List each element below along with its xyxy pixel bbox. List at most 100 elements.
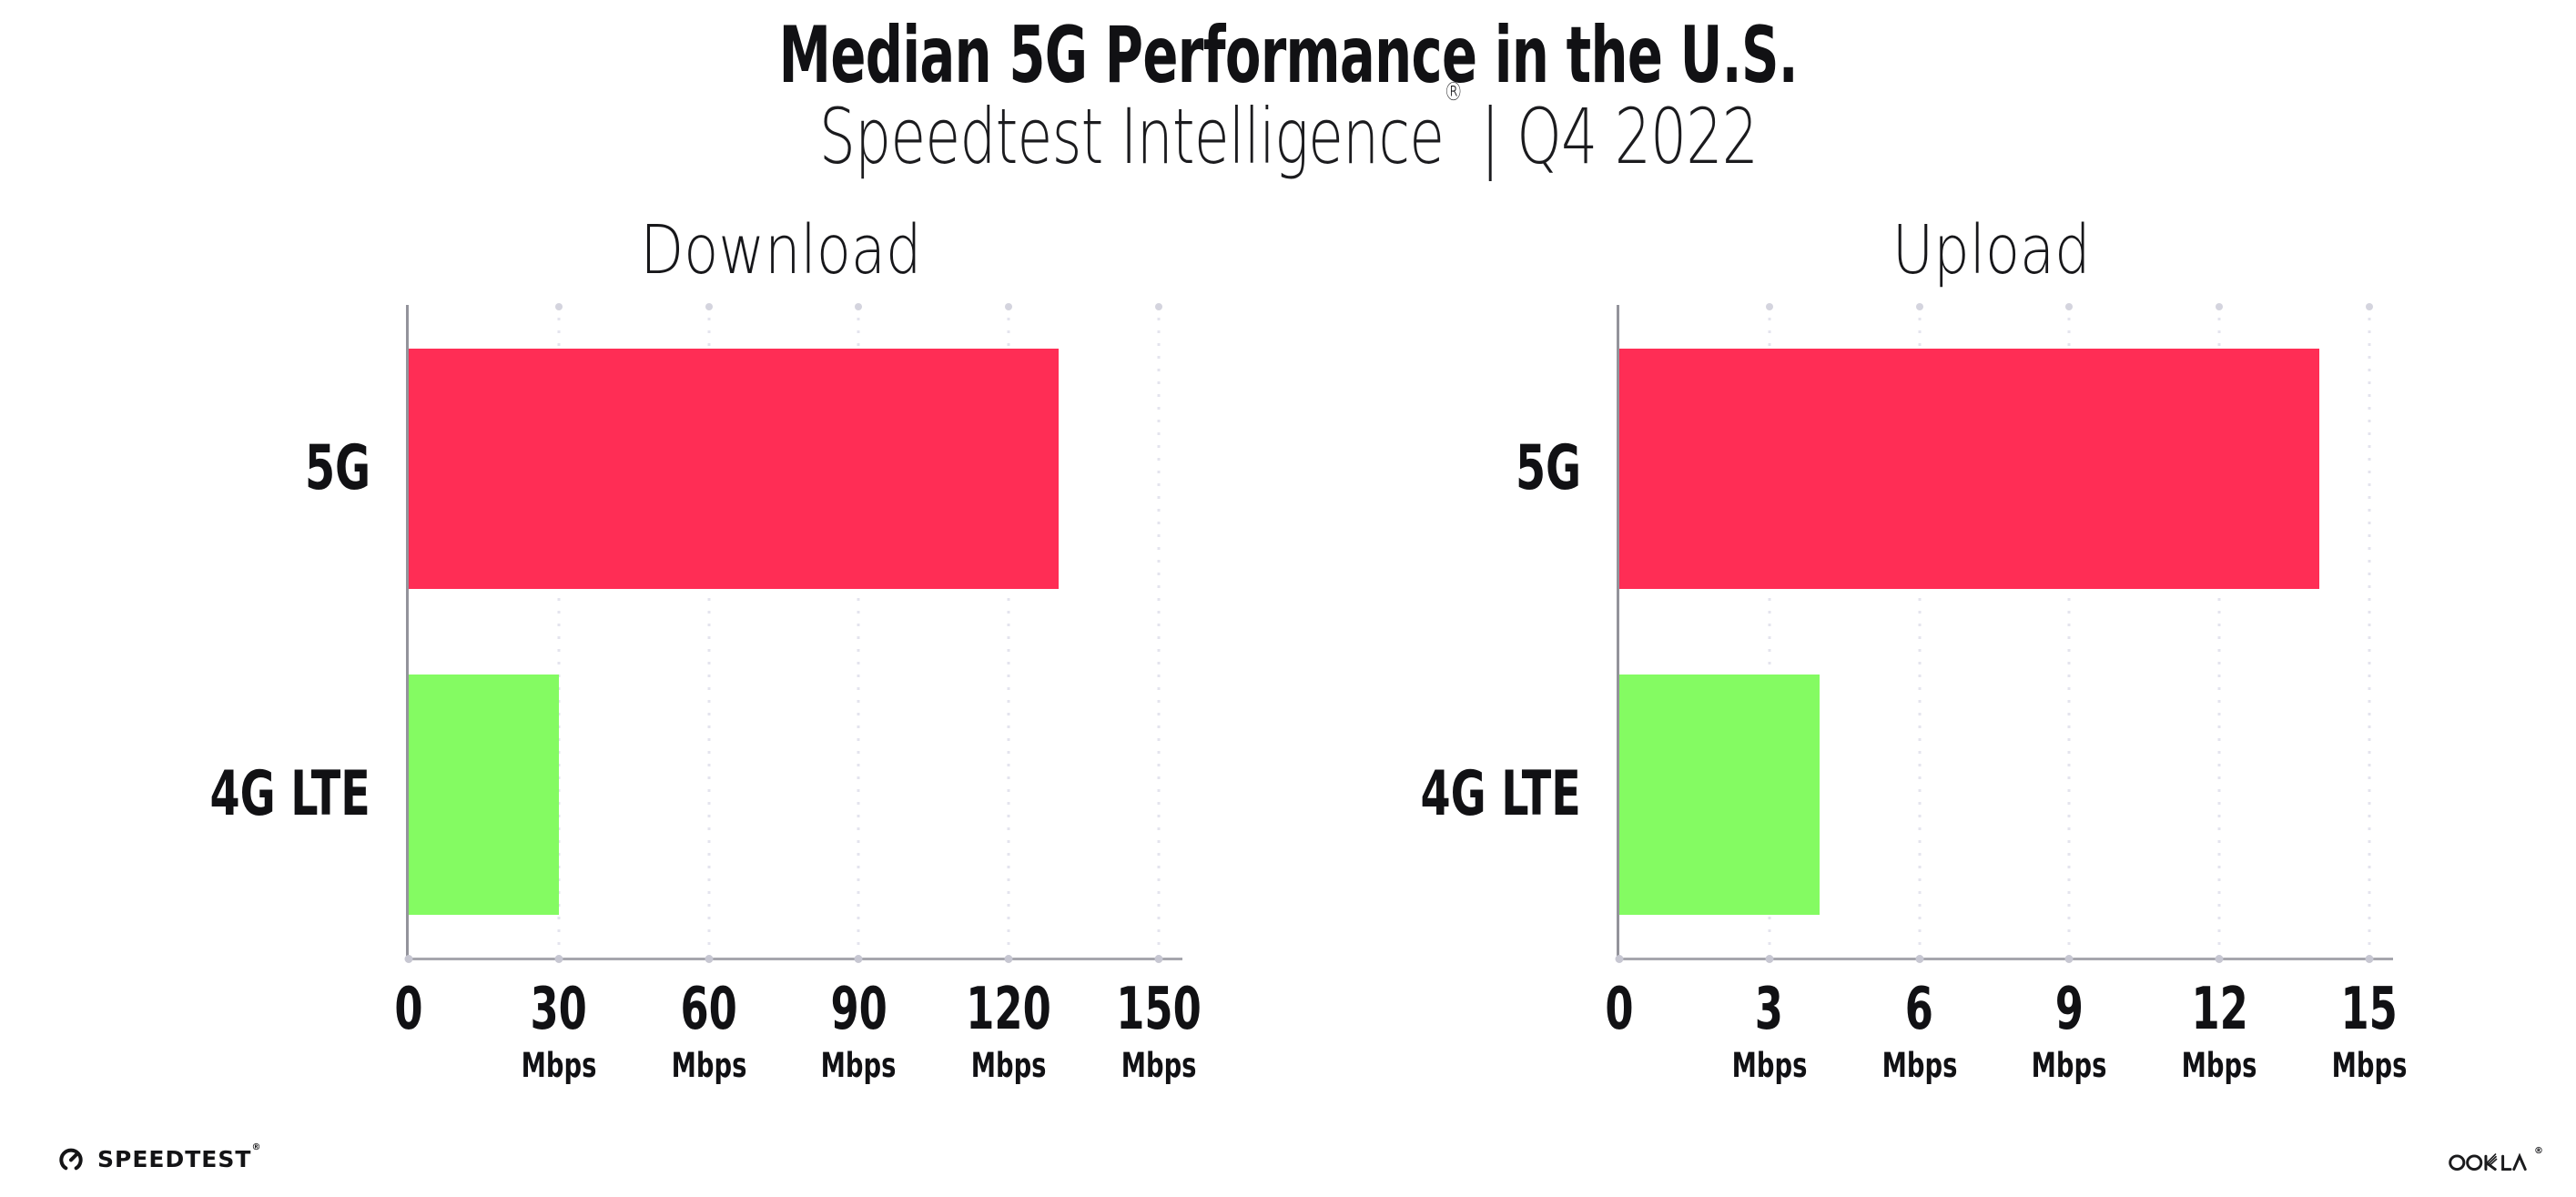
bar-5g: [1619, 349, 2320, 589]
download-gridlines: [409, 303, 1162, 959]
x-tick-value-6: 6: [1869, 980, 1971, 1039]
x-tick-value-text-30: 30: [530, 976, 587, 1043]
x-tick-value-text-9: 9: [2054, 976, 2084, 1043]
x-tick-value-text-150: 150: [1116, 976, 1202, 1043]
gridline-top-dot-60: [705, 303, 713, 310]
x-tick-30: 30 Mbps: [508, 980, 610, 1082]
axis-tick-dot-60: [705, 955, 714, 963]
axis-tick-dot-120: [1004, 955, 1013, 963]
x-tick-unit-30: Mbps: [508, 1049, 610, 1082]
speedtest-wordmark: SPEEDTEST®: [97, 1142, 260, 1172]
gridline-9: [2067, 305, 2071, 959]
ookla-registered-mark: ®: [2534, 1146, 2543, 1156]
axis-tick-dot-6: [1915, 955, 1924, 963]
gridline-30: [557, 305, 561, 959]
download-bars: [409, 305, 1159, 959]
axis-tick-dot-0: [1615, 955, 1624, 963]
x-tick-0: 0: [1599, 980, 1640, 1039]
gridline-top-dot-3: [1765, 303, 1773, 310]
x-tick-unit-text-60: Mbps: [671, 1046, 746, 1085]
chart-title-download-text: Download: [640, 211, 922, 289]
x-tick-value-150: 150: [1098, 980, 1220, 1039]
bar-4g-lte: [409, 675, 559, 915]
category-label-5g: 5G: [0, 349, 370, 589]
page-subtitle: Speedtest Intelligence® | Q4 2022: [0, 76, 2576, 181]
speedtest-wordmark-text: SPEEDTEST: [97, 1145, 252, 1172]
gridline-150: [1157, 305, 1161, 959]
x-tick-unit-text-15: Mbps: [2331, 1046, 2408, 1085]
gridline-120: [1007, 305, 1010, 959]
axis-tick-dot-15: [2365, 955, 2374, 963]
x-tick-value-30: 30: [508, 980, 610, 1039]
subtitle-period: | Q4 2022: [1462, 92, 1758, 181]
gridline-top-dot-30: [554, 303, 563, 310]
x-tick-value-text-0: 0: [1605, 976, 1634, 1043]
x-tick-value-0: 0: [1599, 980, 1640, 1039]
category-label-text-5g: 5G: [1515, 432, 1581, 504]
chart-title-upload-text: Upload: [1892, 211, 2091, 289]
x-tick-unit-3: Mbps: [1719, 1049, 1820, 1082]
x-tick-unit-9: Mbps: [2018, 1049, 2120, 1082]
gridline-top-dot-15: [2366, 303, 2373, 310]
upload-plot-area: 0 3 Mbps 6 Mbps 9 Mbps 12 Mbps 15 Mbps 5G 4G LTE: [1421, 303, 2407, 1082]
x-tick-value-text-60: 60: [680, 976, 737, 1043]
download-plot-area: 0 30 Mbps 60 Mbps 90 Mbps 120 Mbps 150 Mbps 5G 4G L…: [210, 303, 1202, 1082]
x-tick-0: 0: [389, 980, 430, 1039]
bar-4g-lte: [1619, 675, 1820, 915]
registered-mark-icon: ®: [1443, 76, 1463, 107]
x-tick-9: 9 Mbps: [2018, 980, 2120, 1082]
x-tick-value-3: 3: [1719, 980, 1820, 1039]
gridline-15: [2368, 305, 2371, 959]
x-tick-value-text-6: 6: [1905, 976, 1934, 1043]
speedtest-gauge-icon: [56, 1144, 86, 1173]
x-tick-3: 3 Mbps: [1719, 980, 1820, 1082]
x-tick-value-text-3: 3: [1755, 976, 1784, 1043]
axis-tick-dot-9: [2064, 955, 2074, 963]
gridline-90: [857, 305, 860, 959]
x-tick-unit-text-6: Mbps: [1881, 1046, 1957, 1085]
page-title-text: Median 5G Performance in the U.S.: [778, 10, 1798, 101]
x-tick-unit-text-9: Mbps: [2032, 1046, 2107, 1085]
x-tick-120: 120 Mbps: [948, 980, 1070, 1082]
axis-tick-dot-30: [554, 955, 563, 963]
category-label-text-4g-lte: 4G LTE: [209, 758, 370, 830]
category-label-4g-lte: 4G LTE: [0, 675, 370, 915]
subtitle-product: Speedtest Intelligence: [818, 92, 1444, 181]
page-subtitle-text: Speedtest Intelligence® | Q4 2022: [818, 76, 1758, 181]
speedtest-registered-mark: ®: [251, 1142, 261, 1153]
chart-title-upload: Upload: [1617, 217, 2367, 284]
gridline-top-dot-120: [1005, 303, 1013, 310]
x-tick-unit-90: Mbps: [807, 1049, 909, 1082]
gridline-6: [1918, 305, 1922, 959]
x-tick-value-text-120: 120: [966, 976, 1051, 1043]
x-tick-unit-60: Mbps: [658, 1049, 760, 1082]
category-label-text-5g: 5G: [304, 432, 370, 504]
category-label-text-4g-lte: 4G LTE: [1420, 758, 1581, 830]
axis-tick-dot-12: [2215, 955, 2224, 963]
gridline-top-dot-90: [855, 303, 863, 310]
page-title: Median 5G Performance in the U.S.: [0, 13, 2576, 99]
x-tick-15: 15 Mbps: [2318, 980, 2420, 1082]
x-tick-value-15: 15: [2318, 980, 2420, 1039]
gridline-3: [1768, 305, 1771, 959]
axis-tick-dot-3: [1765, 955, 1774, 963]
x-tick-value-text-90: 90: [830, 976, 887, 1043]
category-label-4g-lte: 4G LTE: [1108, 675, 1581, 915]
gridline-12: [2217, 305, 2221, 959]
upload-bars: [1619, 305, 2369, 959]
x-tick-unit-text-30: Mbps: [521, 1046, 597, 1085]
x-tick-unit-120: Mbps: [948, 1049, 1070, 1082]
x-tick-value-text-15: 15: [2340, 976, 2399, 1043]
x-tick-unit-text-12: Mbps: [2181, 1046, 2257, 1085]
x-tick-unit-15: Mbps: [2318, 1049, 2420, 1082]
x-tick-value-60: 60: [658, 980, 760, 1039]
x-tick-60: 60 Mbps: [658, 980, 760, 1082]
x-tick-value-text-0: 0: [394, 976, 423, 1043]
x-tick-6: 6 Mbps: [1869, 980, 1971, 1082]
x-tick-unit-12: Mbps: [2168, 1049, 2270, 1082]
axis-tick-dot-90: [854, 955, 863, 963]
x-tick-unit-text-120: Mbps: [970, 1046, 1047, 1085]
x-tick-unit-text-150: Mbps: [1121, 1046, 1197, 1085]
bar-5g: [409, 349, 1060, 589]
gridline-top-dot-6: [1915, 303, 1923, 310]
